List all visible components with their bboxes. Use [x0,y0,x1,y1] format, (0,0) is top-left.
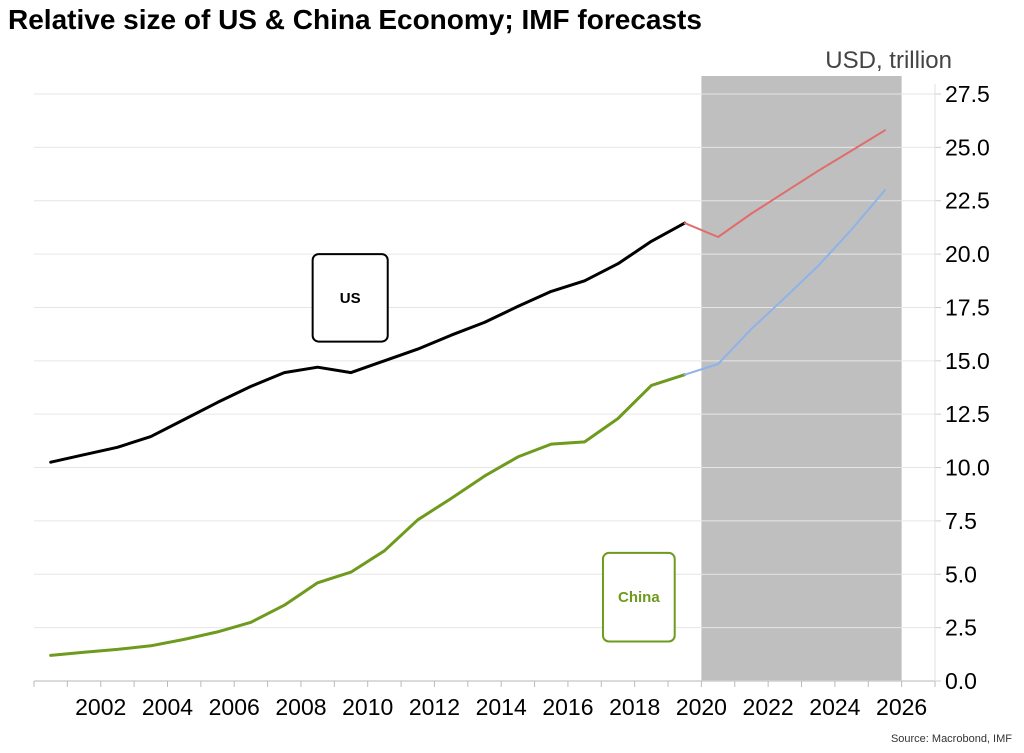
x-tick-label: 2016 [542,694,593,720]
y-tick-label: 12.5 [945,401,990,427]
annotation-box-china [601,551,676,643]
x-tick-label: 2002 [75,694,126,720]
x-tick-label: 2026 [876,694,927,720]
forecast-shade-layer [701,76,902,681]
annotation-box-us [311,253,389,343]
series-line-us [49,221,687,464]
series-layer [49,129,886,657]
unit-label: USD, trillion [825,47,952,74]
y-tick-label: 7.5 [945,508,977,534]
y-tick-label: 15.0 [945,348,990,374]
x-tick-label: 2006 [209,694,260,720]
x-tick-label: 2010 [342,694,393,720]
annotation-label-us: US [340,290,361,307]
label-layer: 0.0 2.5 5.0 7.5 10.0 12.5 15.0 17.5 20.0 22.5 25.0… [75,47,1012,745]
x-tick-label: 2020 [676,694,727,720]
y-tick-label: 2.5 [945,615,977,641]
x-tick-label: 2008 [275,694,326,720]
axis-layer [33,84,941,687]
forecast-shade [701,76,902,681]
x-tick-label: 2012 [409,694,460,720]
y-tick-label: 5.0 [945,561,977,587]
source-note: Source: Macrobond, IMF [891,733,1012,745]
y-tick-label: 22.5 [945,188,990,214]
y-tick-label: 0.0 [945,668,977,694]
x-tick-label: 2004 [142,694,193,720]
series-line-china [49,373,687,657]
series-line-china-forecast [683,189,886,376]
grid-layer [34,93,935,629]
x-tick-label: 2022 [743,694,794,720]
y-tick-label: 25.0 [945,134,990,160]
annotation-label-china: China [618,589,660,606]
y-tick-label: 20.0 [945,241,990,267]
x-tick-label: 2024 [809,694,860,720]
x-tick-label: 2014 [476,694,527,720]
y-tick-label: 27.5 [945,81,990,107]
x-tick-label: 2018 [609,694,660,720]
series-line-us-forecast [683,129,886,238]
y-tick-label: 10.0 [945,455,990,481]
annotation-layer: US China [311,253,676,643]
y-tick-label: 17.5 [945,294,990,320]
chart-title: Relative size of US & China Economy; IMF… [8,4,702,35]
